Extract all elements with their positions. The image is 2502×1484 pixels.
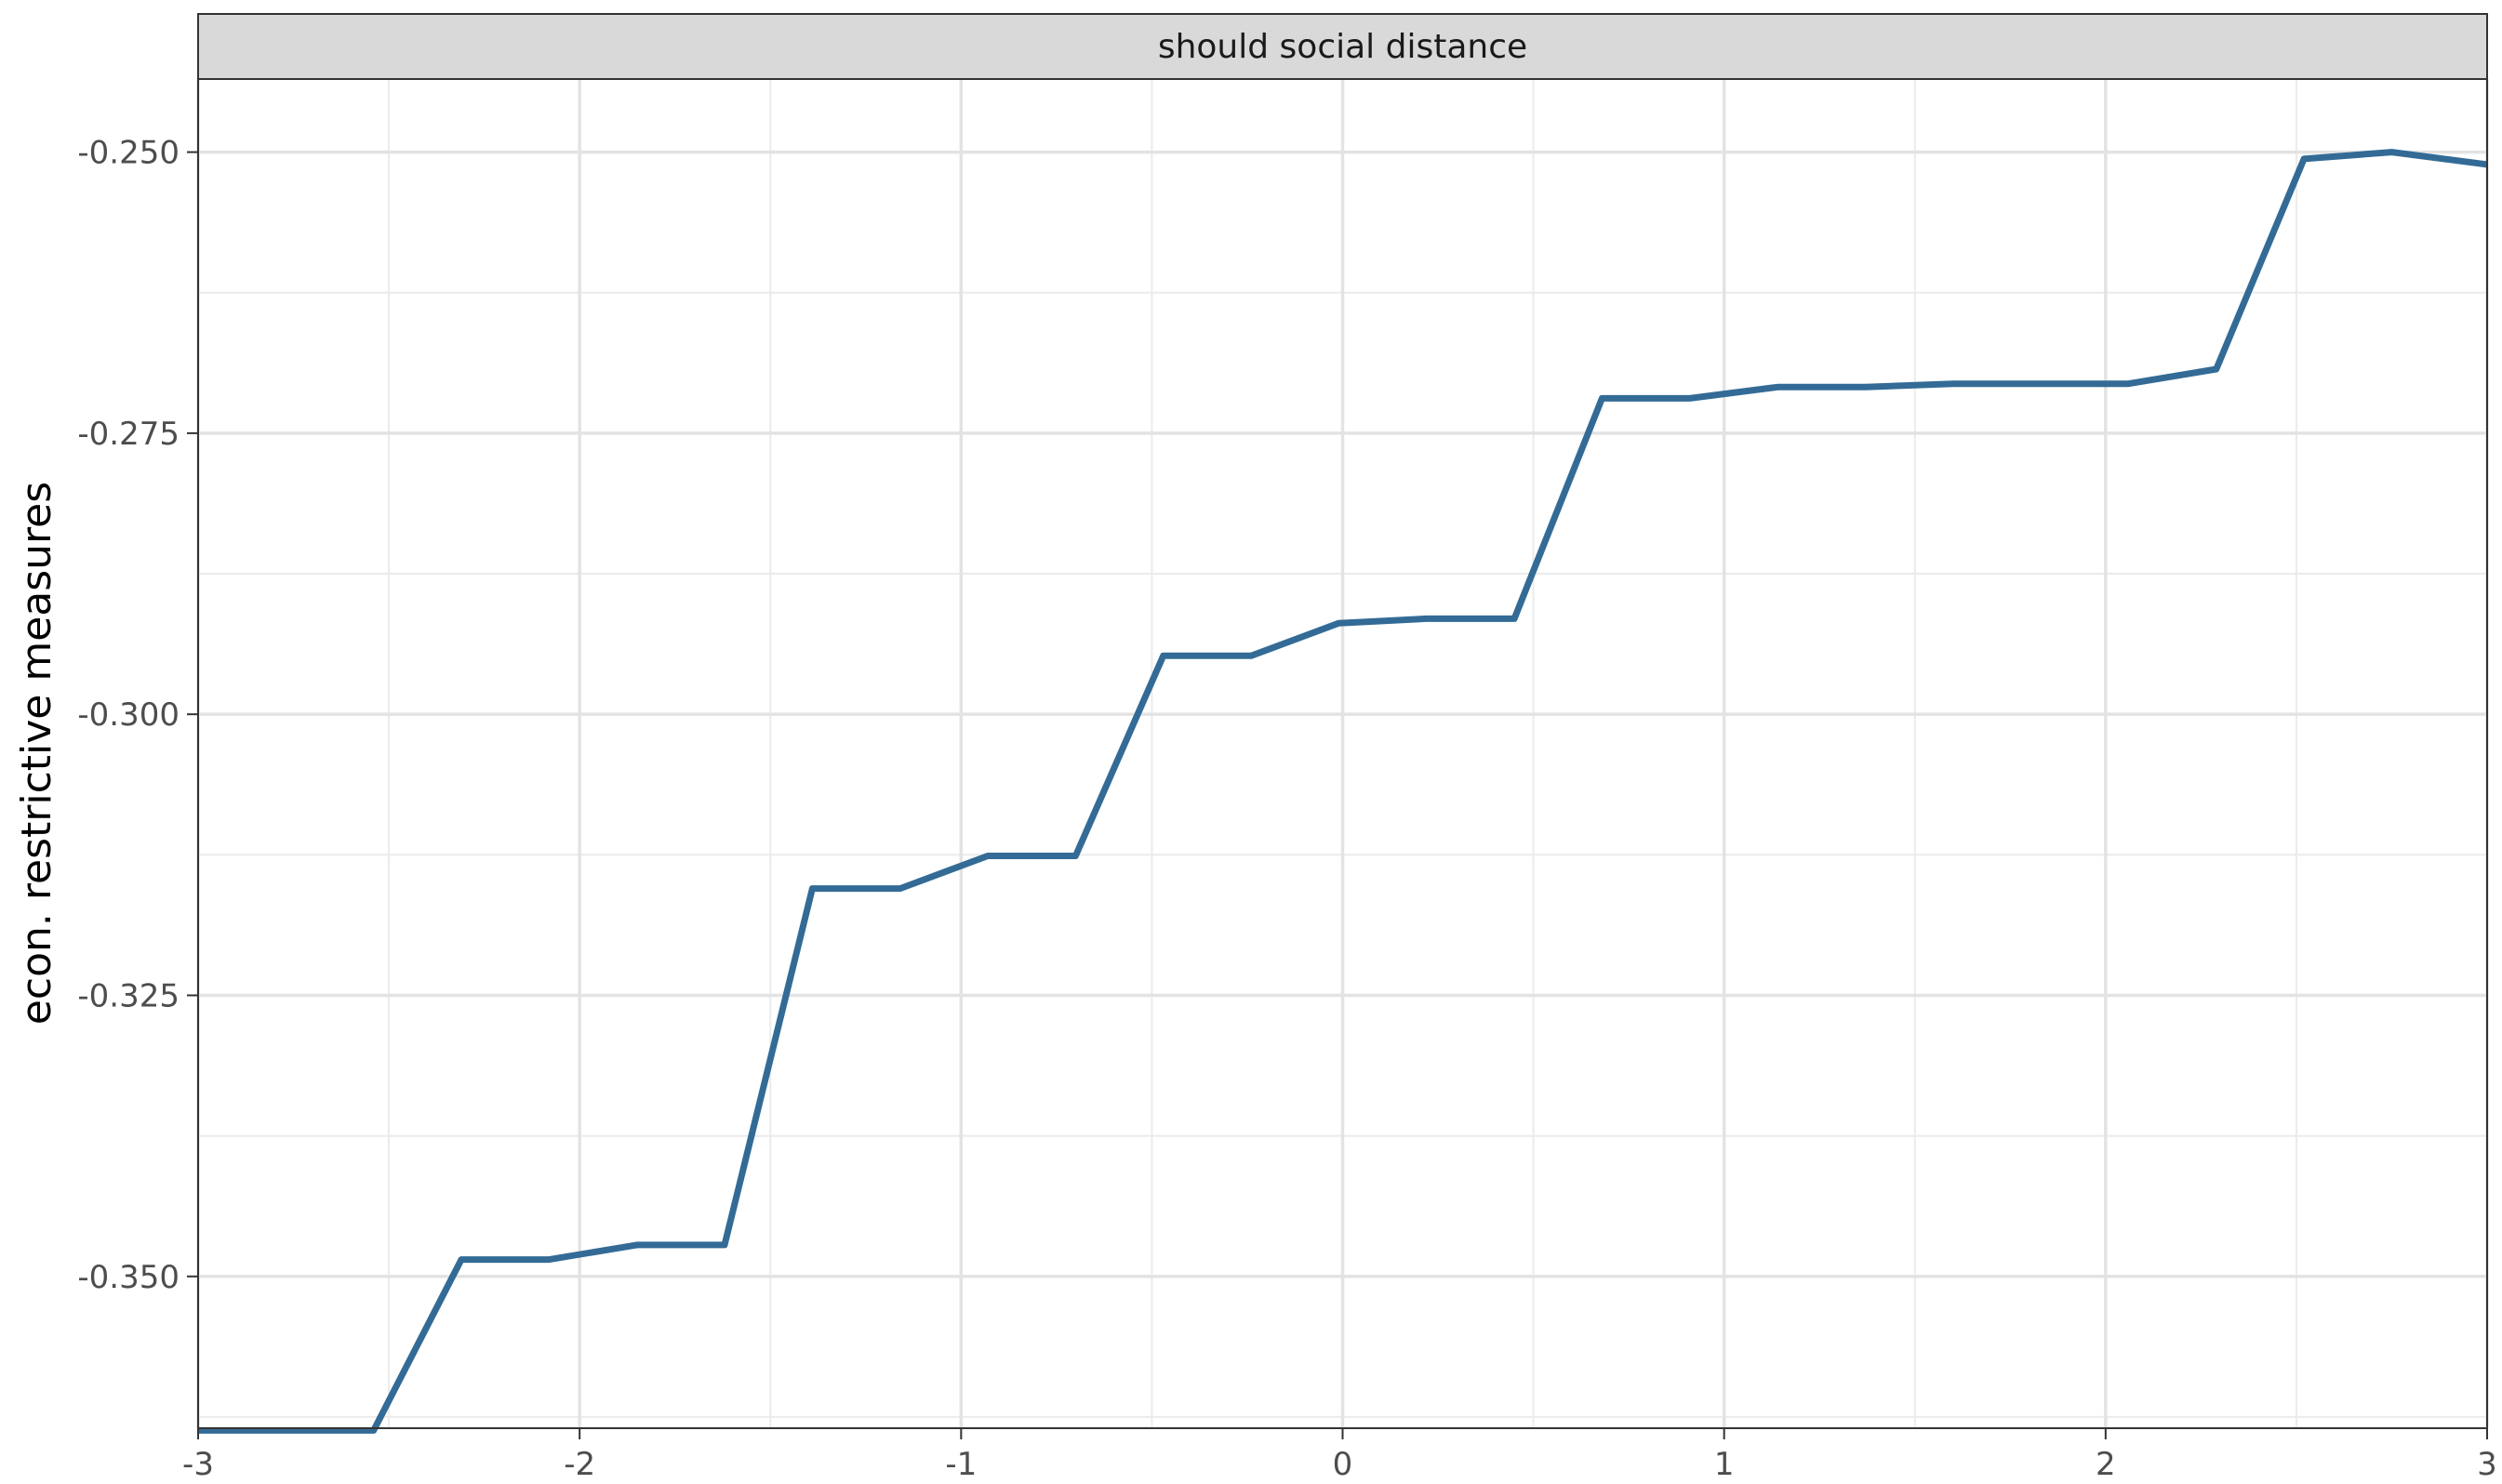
y-axis-title: econ. restrictive measures bbox=[13, 482, 60, 1025]
x-tick-label: -2 bbox=[564, 1446, 595, 1483]
series-layer bbox=[198, 149, 2488, 1434]
x-tick-label: 2 bbox=[2096, 1446, 2116, 1483]
y-tick-label: -0.325 bbox=[77, 977, 180, 1014]
facet-strip: should social distance bbox=[197, 13, 2488, 80]
facet-strip-label: should social distance bbox=[1158, 28, 1527, 66]
y-tick-label: -0.250 bbox=[77, 135, 180, 172]
x-tick-label: -3 bbox=[182, 1446, 214, 1483]
y-axis: -0.350 -0.325 -0.300 -0.275 -0.250 bbox=[77, 135, 198, 1296]
facet-strip-background bbox=[197, 13, 2488, 80]
y-tick-label: -0.275 bbox=[77, 416, 180, 453]
y-tick-label: -0.350 bbox=[77, 1259, 180, 1296]
x-axis: -3 -2 -1 0 1 2 3 bbox=[182, 1428, 2497, 1483]
x-tick-label: 0 bbox=[1333, 1446, 1353, 1483]
x-tick-label: 1 bbox=[1714, 1446, 1735, 1483]
x-tick-label: 3 bbox=[2477, 1446, 2497, 1483]
series-line-0 bbox=[198, 149, 2488, 1434]
y-tick-label: -0.300 bbox=[77, 696, 180, 734]
x-tick-label: -1 bbox=[945, 1446, 977, 1483]
